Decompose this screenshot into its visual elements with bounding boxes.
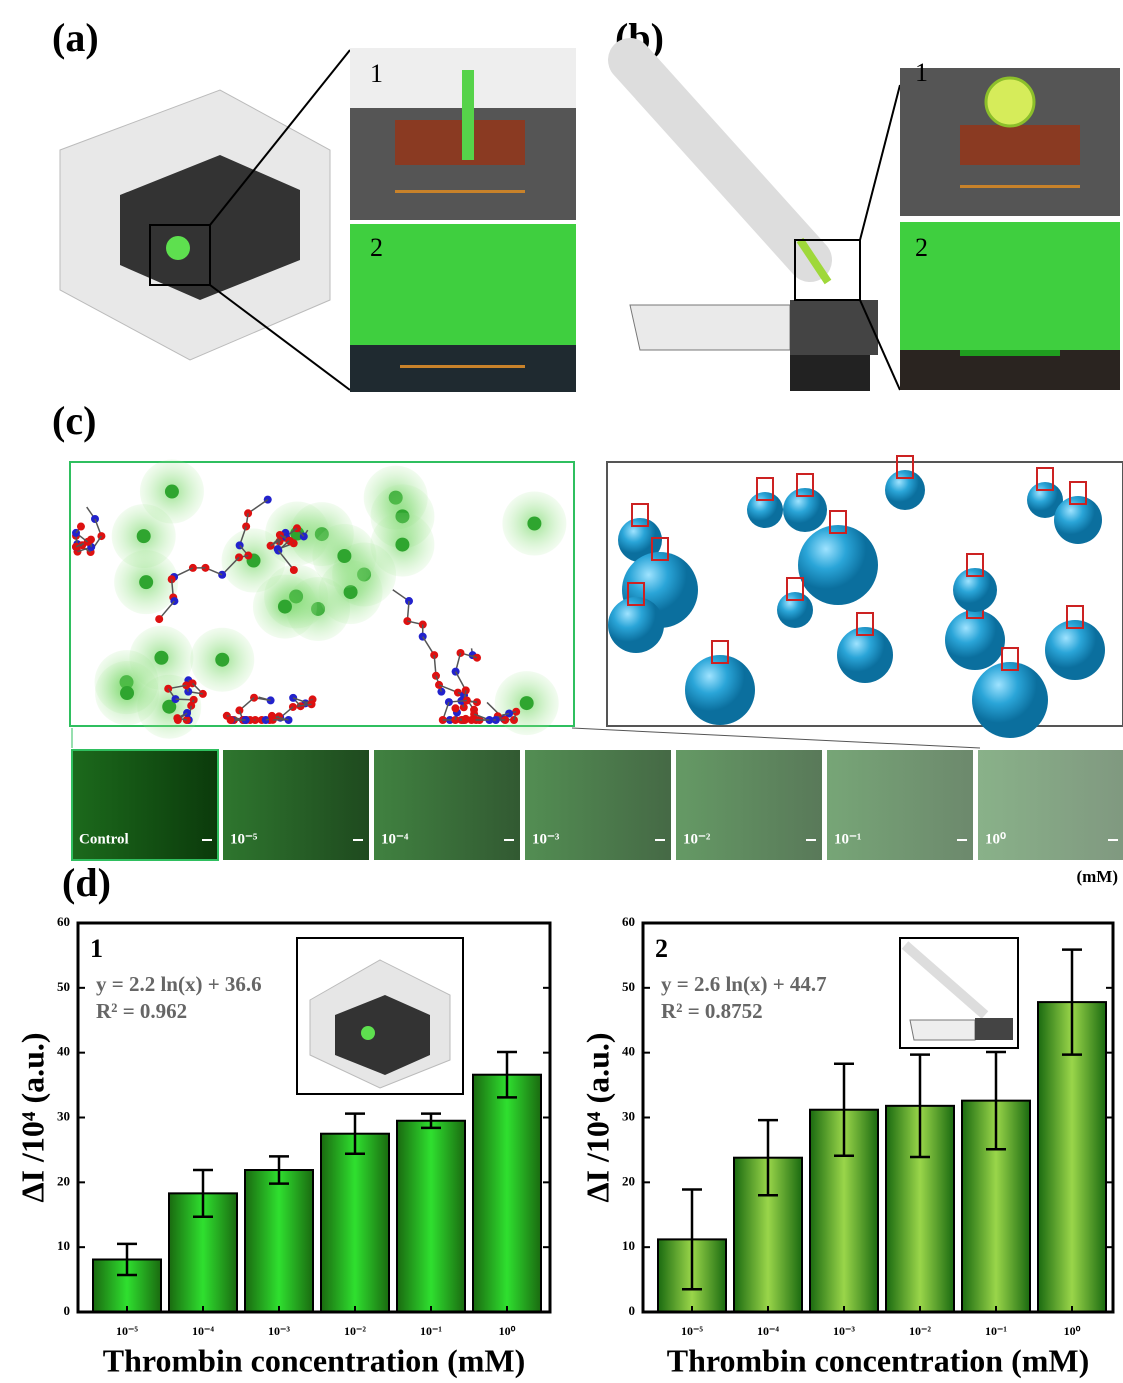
- sphere: [777, 592, 813, 628]
- micrograph-label: 10⁻⁵: [230, 831, 258, 847]
- sphere: [798, 525, 878, 605]
- sphere: [685, 655, 755, 725]
- view-label: 2: [915, 233, 928, 262]
- probe: [154, 651, 168, 665]
- bar: [321, 1134, 389, 1312]
- y-tick-label: 10: [622, 1238, 635, 1253]
- x-tick-label: 10⁻³: [833, 1324, 855, 1338]
- scale-bar: [202, 839, 212, 841]
- panel-label: (a): [52, 15, 99, 60]
- panel-label: (c): [52, 398, 96, 443]
- x-tick-label: 10⁻⁵: [681, 1324, 703, 1338]
- bead: [227, 716, 235, 724]
- view-label: 2: [370, 233, 383, 262]
- x-tick-label: 10⁻¹: [985, 1324, 1007, 1338]
- probe: [137, 529, 151, 543]
- y-tick-label: 40: [622, 1044, 635, 1059]
- x-axis-label: Thrombin concentration (mM): [667, 1342, 1089, 1378]
- micrograph-label: 10⁰: [985, 831, 1006, 847]
- device-render: [60, 48, 576, 392]
- micrograph-label: 10⁻¹: [834, 831, 861, 847]
- micrograph-label: Control: [79, 831, 129, 847]
- x-tick-label: 10⁻⁴: [757, 1324, 779, 1338]
- y-tick-label: 30: [622, 1108, 635, 1123]
- probe: [337, 549, 351, 563]
- scale-bar: [957, 839, 967, 841]
- x-tick-label: 10⁻²: [909, 1324, 931, 1338]
- y-tick-label: 10: [57, 1238, 70, 1253]
- y-tick-label: 20: [57, 1173, 70, 1188]
- scale-bar: [1108, 839, 1118, 841]
- probe: [520, 696, 534, 710]
- x-axis-label: Thrombin concentration (mM): [103, 1342, 525, 1378]
- equation: y = 2.2 ln(x) + 36.6: [96, 972, 262, 996]
- scale-bar: [353, 839, 363, 841]
- bar: [473, 1075, 541, 1312]
- x-tick-label: 10⁻²: [344, 1324, 366, 1338]
- y-axis-label: ΔI /10⁴ (a.u.): [14, 1032, 50, 1202]
- bead: [451, 704, 459, 712]
- micrograph-label: 10⁻³: [532, 831, 560, 847]
- y-tick-label: 0: [629, 1303, 636, 1318]
- equation: y = 2.6 ln(x) + 44.7: [661, 972, 827, 996]
- y-axis-label: ΔI /10⁴ (a.u.): [579, 1032, 615, 1202]
- sphere: [953, 568, 997, 612]
- y-tick-label: 60: [622, 914, 635, 929]
- x-tick-label: 10⁻³: [268, 1324, 290, 1338]
- bead: [467, 716, 475, 724]
- y-tick-label: 40: [57, 1044, 70, 1059]
- micrographs: Control 10⁻⁵ 10⁻⁴ 10⁻³ 10⁻² 10⁻¹ 10⁰: [72, 750, 1123, 860]
- chip-render: [630, 60, 1120, 391]
- bar: [397, 1121, 465, 1312]
- chart-panel-label: 1: [90, 934, 103, 963]
- sphere: [972, 662, 1048, 738]
- r-squared: R² = 0.962: [96, 999, 187, 1023]
- panel-label: (d): [62, 860, 111, 905]
- r-squared: R² = 0.8752: [661, 999, 763, 1023]
- bar: [245, 1170, 313, 1312]
- connector: [572, 728, 980, 748]
- probe: [120, 686, 134, 700]
- bead: [155, 615, 163, 623]
- y-tick-label: 50: [57, 979, 70, 994]
- scale-bar: [655, 839, 665, 841]
- inset-2: [900, 938, 1018, 1048]
- chart-panel-label: 2: [655, 934, 668, 963]
- figure: (a) 1 2 (b) 1 2 (c): [0, 0, 1123, 1383]
- micrograph-label: 10⁻⁴: [381, 831, 409, 847]
- probe: [165, 485, 179, 499]
- bead: [268, 712, 276, 720]
- bead: [290, 566, 298, 574]
- sphere: [783, 488, 827, 532]
- x-tick-label: 10⁻⁴: [192, 1324, 214, 1338]
- y-tick-label: 0: [64, 1303, 71, 1318]
- y-tick-label: 20: [622, 1173, 635, 1188]
- bead: [174, 716, 182, 724]
- unit-label: (mM): [1076, 867, 1118, 886]
- bead: [77, 523, 85, 531]
- scale-bar: [806, 839, 816, 841]
- y-tick-label: 30: [57, 1108, 70, 1123]
- x-tick-label: 10⁰: [499, 1324, 516, 1338]
- probe: [395, 538, 409, 552]
- micrograph-label: 10⁻²: [683, 831, 711, 847]
- x-tick-label: 10⁻⁵: [116, 1324, 138, 1338]
- y-tick-label: 60: [57, 914, 70, 929]
- x-tick-label: 10⁰: [1064, 1324, 1081, 1338]
- y-tick-label: 50: [622, 979, 635, 994]
- view-label: 1: [915, 58, 928, 87]
- probe: [139, 575, 153, 589]
- probe: [278, 600, 292, 614]
- probe: [215, 653, 229, 667]
- x-tick-label: 10⁻¹: [420, 1324, 442, 1338]
- sphere: [885, 470, 925, 510]
- probe: [527, 517, 541, 531]
- view-label: 1: [370, 59, 383, 88]
- sphere: [747, 492, 783, 528]
- scale-bar: [504, 839, 514, 841]
- inset-1: [297, 938, 463, 1094]
